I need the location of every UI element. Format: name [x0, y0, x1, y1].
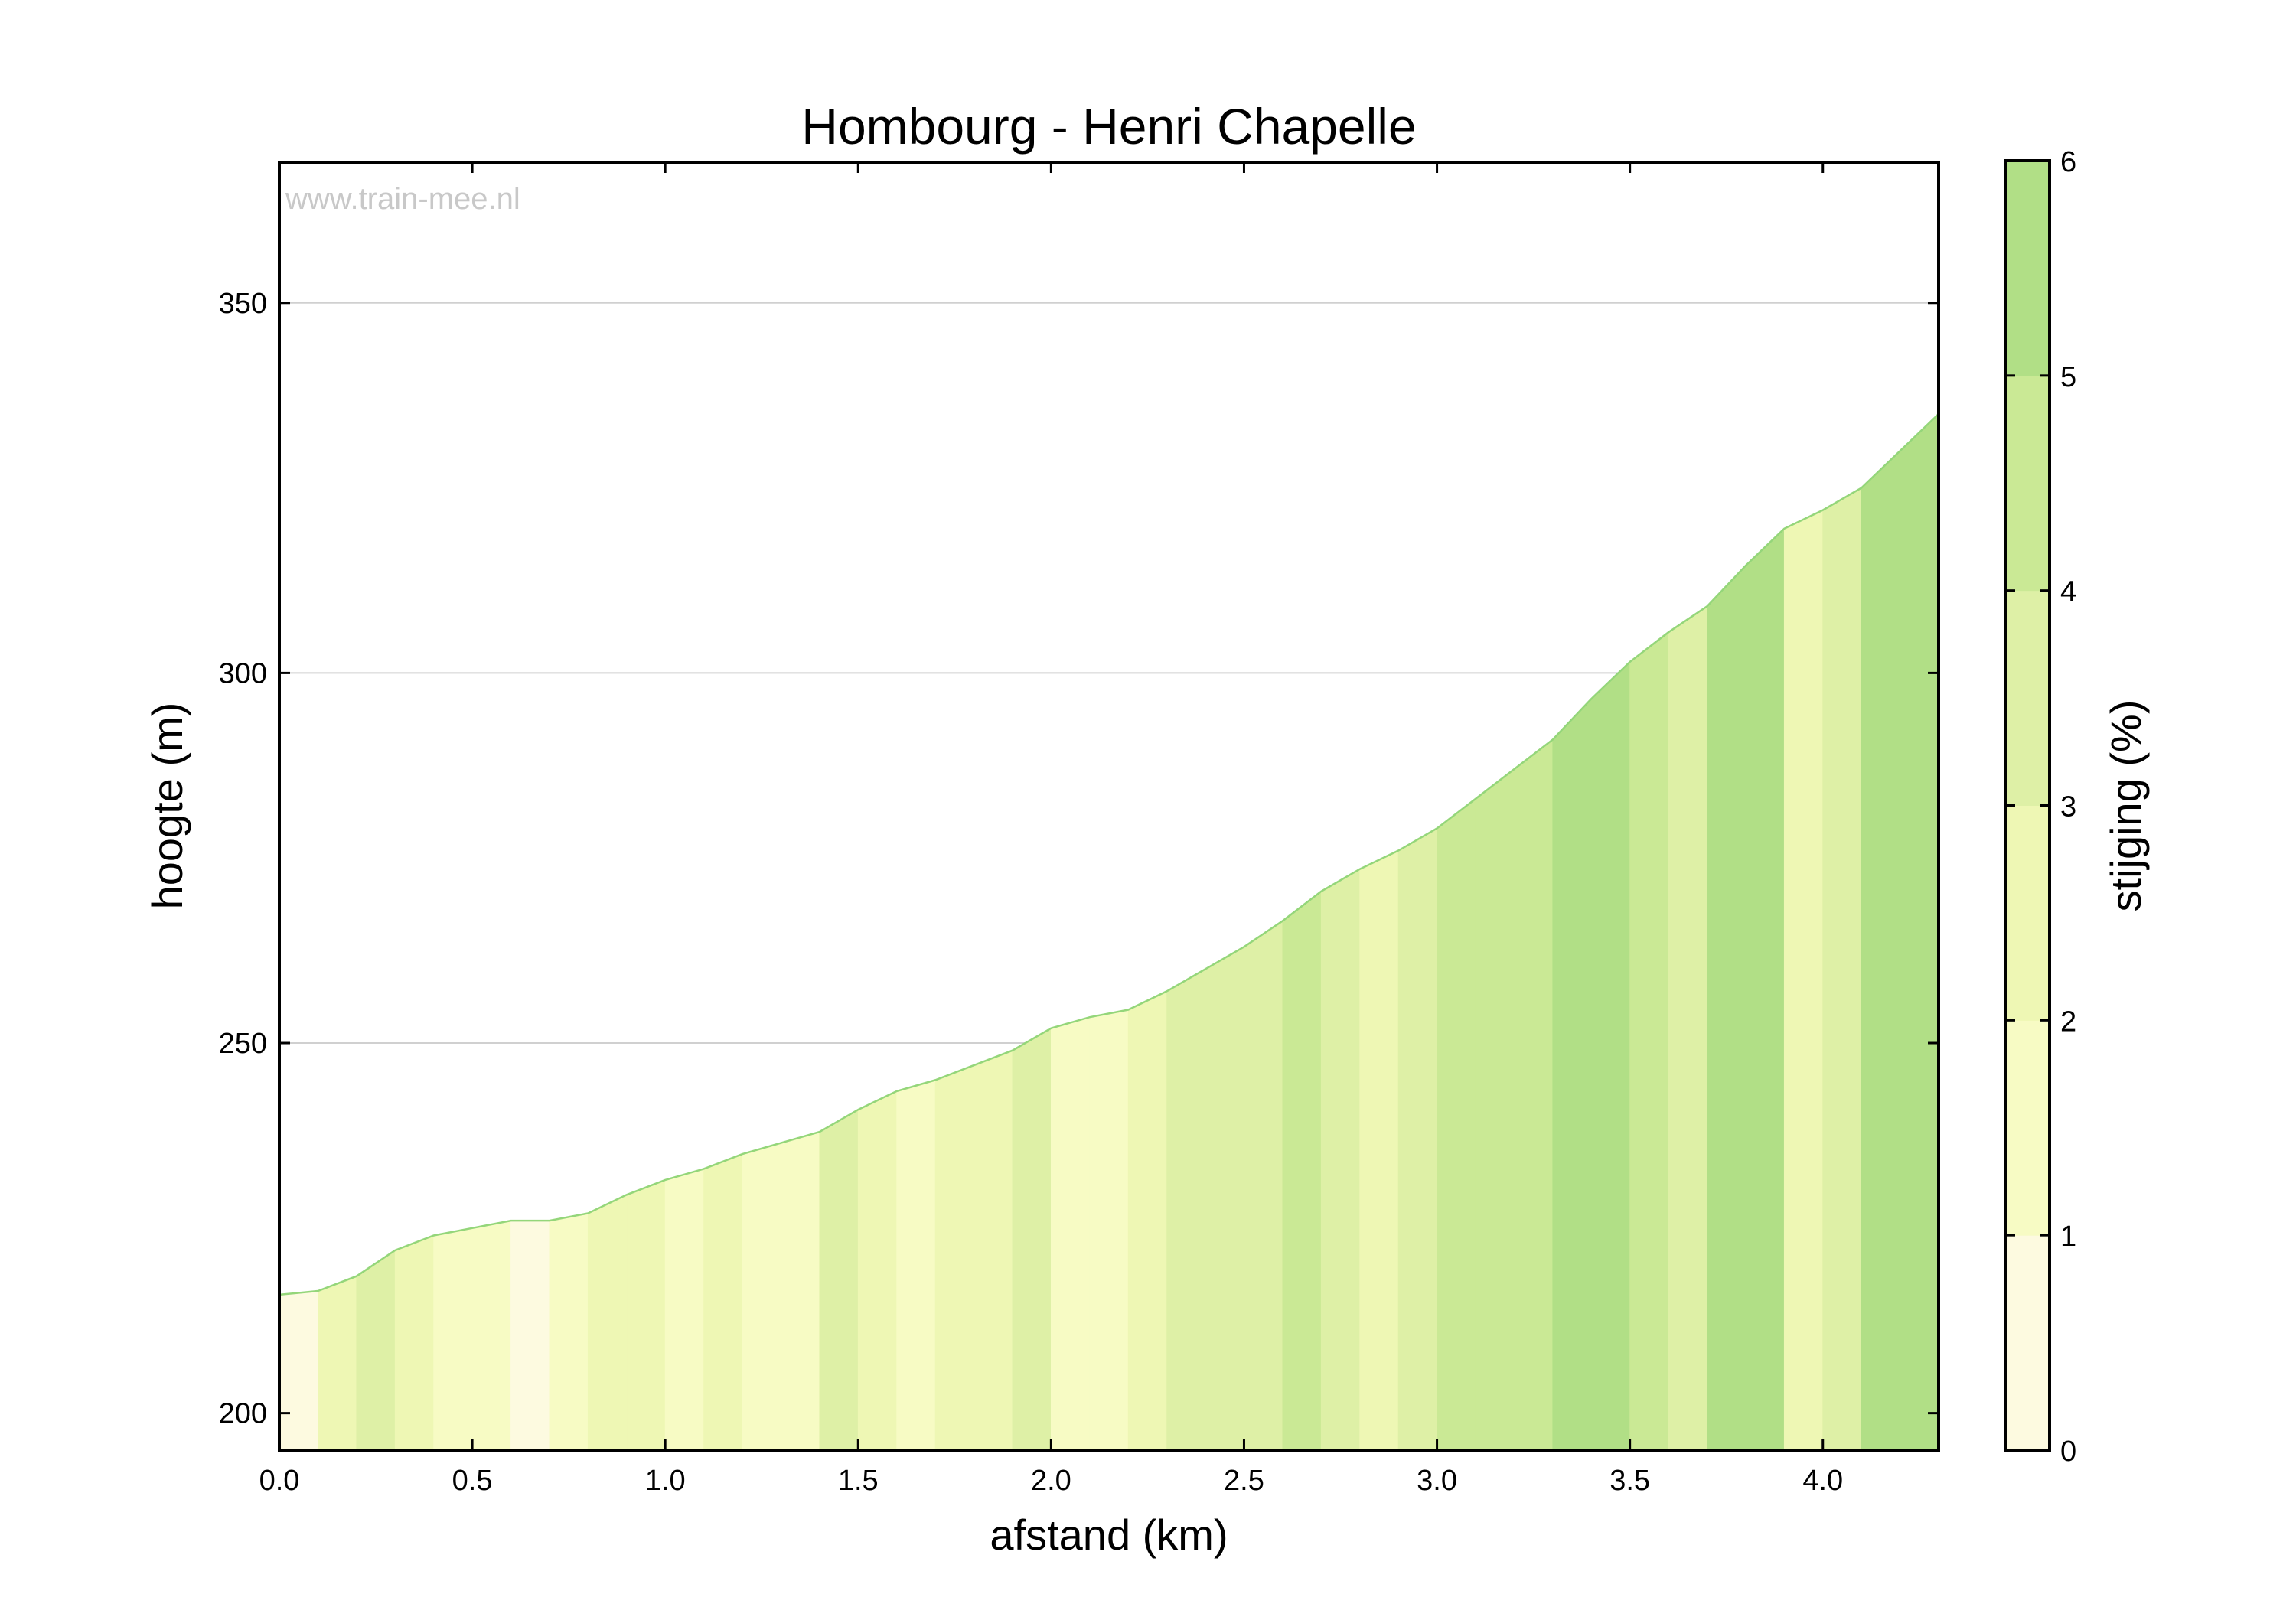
gradient-segment [1745, 527, 1785, 1450]
gradient-segment [1205, 946, 1244, 1450]
gradient-segments [279, 413, 1939, 1450]
gradient-segment [1513, 738, 1554, 1450]
colorbar-tick-label: 1 [2060, 1221, 2076, 1253]
gradient-segment [896, 1079, 936, 1450]
x-axis: 0.0 0.5 1.0 1.5 2.0 2.5 3.0 3.5 4.0 [259, 162, 1843, 1497]
watermark: www.train-mee.nl [285, 182, 520, 216]
gradient-segment [1050, 1016, 1091, 1450]
gradient-segment [1822, 487, 1862, 1450]
y-tick-label: 250 [219, 1028, 267, 1060]
elevation-line [279, 412, 1939, 1296]
gradient-segment [394, 1234, 435, 1450]
gradient-segment [318, 1276, 357, 1450]
gradient-segment [781, 1131, 820, 1450]
gradient-segment [703, 1153, 743, 1450]
gradient-segment [1320, 869, 1361, 1450]
gradient-segment [1783, 509, 1824, 1450]
x-axis-title: afstand (km) [990, 1511, 1228, 1559]
gradient-segment [819, 1109, 859, 1450]
gradient-segment [1590, 660, 1631, 1450]
gradient-segment [471, 1220, 511, 1450]
plot-frame [278, 161, 1940, 1452]
gradient-segment [1089, 1009, 1129, 1450]
colorbar: 0 1 2 3 4 5 6 [2004, 146, 2076, 1468]
x-tick-label: 0.0 [259, 1465, 300, 1497]
x-tick-label: 4.0 [1802, 1465, 1843, 1497]
gradient-segment [356, 1250, 396, 1450]
x-tick-label: 2.5 [1224, 1465, 1264, 1497]
x-tick-label: 2.0 [1031, 1465, 1071, 1497]
gradient-segment [1707, 565, 1746, 1450]
gradient-segment [742, 1143, 781, 1450]
gradient-segment [1397, 827, 1437, 1450]
gradient-segment [934, 1064, 974, 1450]
colorbar-band [2006, 590, 2050, 806]
gradient-segment [857, 1090, 898, 1450]
x-tick-label: 1.0 [645, 1465, 686, 1497]
y-axis: 200 250 300 350 [219, 288, 1939, 1430]
gradient-segment [1359, 849, 1399, 1450]
colorbar-band [2006, 1020, 2050, 1236]
gradient-segment [549, 1212, 589, 1450]
gradient-segment [1861, 450, 1900, 1450]
colorbar-tick-label: 5 [2060, 361, 2076, 393]
gradient-segment [1900, 413, 1939, 1450]
y-tick-label: 350 [219, 288, 267, 320]
gradient-segment [664, 1168, 705, 1450]
gradient-segment [510, 1220, 550, 1450]
colorbar-tick-label: 3 [2060, 791, 2076, 823]
gradient-segment [1012, 1027, 1052, 1450]
x-tick-label: 3.0 [1417, 1465, 1457, 1497]
x-tick-label: 1.5 [838, 1465, 879, 1497]
gradient-segment [1166, 968, 1206, 1450]
gradient-segment [1437, 798, 1476, 1450]
colorbar-title: stijging (%) [2102, 700, 2150, 912]
gradient-segment [1475, 768, 1515, 1450]
gradient-segment [1127, 990, 1168, 1450]
gradient-segment [1629, 631, 1669, 1450]
gradient-segment [1668, 605, 1707, 1450]
colorbar-tick-label: 2 [2060, 1006, 2076, 1038]
gradient-segment [1244, 920, 1283, 1450]
x-tick-label: 0.5 [452, 1465, 493, 1497]
gradient-segment [974, 1050, 1013, 1450]
gradient-segment [626, 1179, 666, 1450]
colorbar-tick-label: 0 [2060, 1436, 2076, 1468]
gradient-segment [1552, 698, 1592, 1450]
gradient-segment [587, 1194, 628, 1450]
colorbar-band [2006, 375, 2050, 592]
x-tick-label: 3.5 [1609, 1465, 1650, 1497]
gradient-segment [279, 1290, 318, 1450]
colorbar-band [2006, 805, 2050, 1021]
chart-title: Hombourg - Henri Chapelle [801, 98, 1416, 155]
gradient-segment [433, 1227, 473, 1450]
colorbar-tick-label: 4 [2060, 576, 2076, 608]
colorbar-band [2006, 161, 2050, 376]
gradient-segment [1282, 890, 1322, 1450]
y-axis-title: hoogte (m) [143, 702, 191, 910]
colorbar-tick-label: 6 [2060, 146, 2076, 178]
y-tick-label: 200 [219, 1398, 267, 1430]
y-tick-label: 300 [219, 657, 267, 689]
colorbar-band [2006, 1235, 2050, 1451]
